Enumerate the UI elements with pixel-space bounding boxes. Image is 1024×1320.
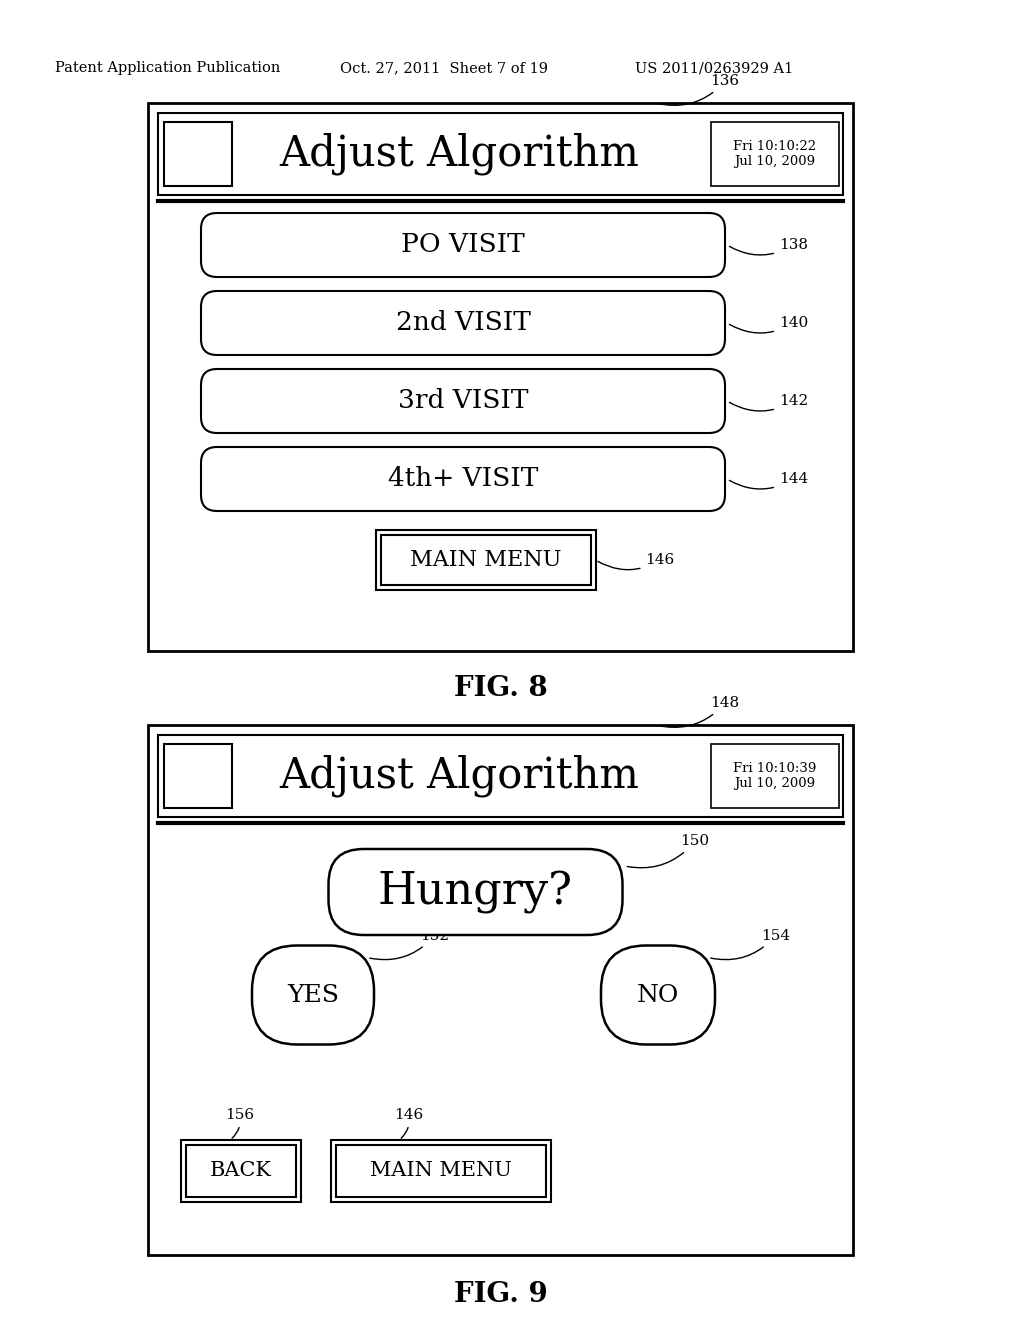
Text: US 2011/0263929 A1: US 2011/0263929 A1 [635, 61, 794, 75]
Text: NO: NO [637, 983, 679, 1006]
Text: 156: 156 [225, 1107, 254, 1138]
FancyBboxPatch shape [201, 290, 725, 355]
Bar [164, 744, 232, 808]
Bar [164, 121, 232, 186]
FancyBboxPatch shape [601, 945, 715, 1044]
Text: 136: 136 [658, 74, 739, 106]
Text: 148: 148 [658, 696, 739, 727]
Bar [186, 1144, 296, 1197]
Bar [336, 1144, 546, 1197]
Text: 152: 152 [370, 928, 450, 960]
Bar [158, 114, 843, 195]
Text: BACK: BACK [210, 1162, 272, 1180]
Text: YES: YES [287, 983, 339, 1006]
Text: 3rd VISIT: 3rd VISIT [397, 388, 528, 413]
FancyBboxPatch shape [252, 945, 374, 1044]
Text: Patent Application Publication: Patent Application Publication [55, 61, 281, 75]
FancyBboxPatch shape [201, 447, 725, 511]
Text: 138: 138 [729, 238, 808, 255]
Text: 2nd VISIT: 2nd VISIT [395, 310, 530, 335]
Text: 144: 144 [729, 473, 808, 488]
Text: 4th+ VISIT: 4th+ VISIT [388, 466, 539, 491]
FancyBboxPatch shape [329, 849, 623, 935]
Bar [181, 1140, 301, 1203]
Text: FIG. 8: FIG. 8 [454, 676, 548, 702]
Text: Adjust Algorithm: Adjust Algorithm [280, 755, 639, 797]
Bar [711, 121, 839, 186]
Text: FIG. 9: FIG. 9 [454, 1282, 548, 1308]
Bar [376, 531, 596, 590]
Text: 146: 146 [598, 553, 675, 570]
Text: MAIN MENU: MAIN MENU [370, 1162, 512, 1180]
Bar [158, 735, 843, 817]
Text: Fri 10:10:39
Jul 10, 2009: Fri 10:10:39 Jul 10, 2009 [733, 762, 817, 789]
Bar [331, 1140, 551, 1203]
Text: 140: 140 [729, 315, 808, 333]
Text: 150: 150 [628, 834, 710, 867]
Bar [148, 725, 853, 1255]
Bar [711, 744, 839, 808]
Text: PO VISIT: PO VISIT [401, 232, 525, 257]
Text: Adjust Algorithm: Adjust Algorithm [280, 133, 639, 176]
Text: 146: 146 [394, 1107, 423, 1138]
Text: 154: 154 [711, 928, 791, 960]
Text: Fri 10:10:22
Jul 10, 2009: Fri 10:10:22 Jul 10, 2009 [733, 140, 816, 168]
Bar [148, 103, 853, 651]
Text: MAIN MENU: MAIN MENU [410, 549, 561, 572]
Text: Hungry?: Hungry? [378, 870, 573, 913]
Text: 142: 142 [729, 393, 808, 411]
FancyBboxPatch shape [201, 213, 725, 277]
Text: Oct. 27, 2011  Sheet 7 of 19: Oct. 27, 2011 Sheet 7 of 19 [340, 61, 548, 75]
Bar [381, 535, 591, 585]
FancyBboxPatch shape [201, 370, 725, 433]
